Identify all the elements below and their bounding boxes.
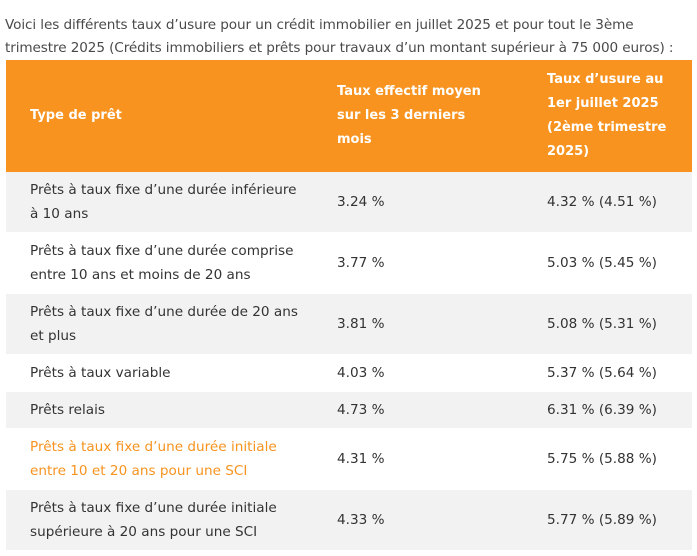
loan-type-link[interactable]: Prêts à taux fixe d’une durée initiale e… <box>6 428 314 490</box>
usury-rate-cell: 4.32 % (4.51 %) <box>524 172 692 233</box>
table-row: Prêts à taux fixe d’une durée inférieure… <box>6 172 692 233</box>
average-rate-cell: 3.24 % <box>314 172 524 233</box>
table-row: Prêts à taux fixe d’une durée de 20 ans … <box>6 293 692 355</box>
header-usury-rate: Taux d’usure au 1er juillet 2025 (2ème t… <box>524 60 692 172</box>
usury-rate-cell: 5.37 % (5.64 %) <box>524 354 692 392</box>
table-row: Prêts à taux variable 4.03 % 5.37 % (5.6… <box>6 354 692 392</box>
header-loan-type: Type de prêt <box>6 60 314 172</box>
usury-rate-cell: 5.77 % (5.89 %) <box>524 489 692 551</box>
loan-type-cell: Prêts relais <box>6 391 314 429</box>
table-row: Prêts relais 4.73 % 6.31 % (6.39 %) <box>6 391 692 429</box>
usury-rates-table: Type de prêt Taux effectif moyen sur les… <box>6 60 692 551</box>
usury-rate-cell: 5.75 % (5.88 %) <box>524 428 692 490</box>
table-header-row: Type de prêt Taux effectif moyen sur les… <box>6 60 692 172</box>
table-row: Prêts à taux fixe d’une durée initiale e… <box>6 428 692 490</box>
loan-type-cell: Prêts à taux fixe d’une durée comprise e… <box>6 232 314 294</box>
usury-rate-cell: 5.03 % (5.45 %) <box>524 232 692 294</box>
average-rate-cell: 4.31 % <box>314 428 524 490</box>
average-rate-cell: 4.33 % <box>314 489 524 551</box>
intro-paragraph: Voici les différents taux d’usure pour u… <box>5 16 674 56</box>
usury-rate-cell: 5.08 % (5.31 %) <box>524 293 692 355</box>
loan-type-cell: Prêts à taux variable <box>6 354 314 392</box>
usury-rate-cell: 6.31 % (6.39 %) <box>524 391 692 429</box>
loan-type-cell: Prêts à taux fixe d’une durée de 20 ans … <box>6 293 314 355</box>
average-rate-cell: 4.73 % <box>314 391 524 429</box>
average-rate-cell: 3.81 % <box>314 293 524 355</box>
average-rate-cell: 4.03 % <box>314 354 524 392</box>
table-row: Prêts à taux fixe d’une durée initiale s… <box>6 489 692 551</box>
average-rate-cell: 3.77 % <box>314 232 524 294</box>
loan-type-cell: Prêts à taux fixe d’une durée initiale s… <box>6 489 314 551</box>
table-row: Prêts à taux fixe d’une durée comprise e… <box>6 232 692 294</box>
header-average-rate: Taux effectif moyen sur les 3 derniers m… <box>314 60 524 172</box>
loan-type-cell: Prêts à taux fixe d’une durée inférieure… <box>6 172 314 233</box>
